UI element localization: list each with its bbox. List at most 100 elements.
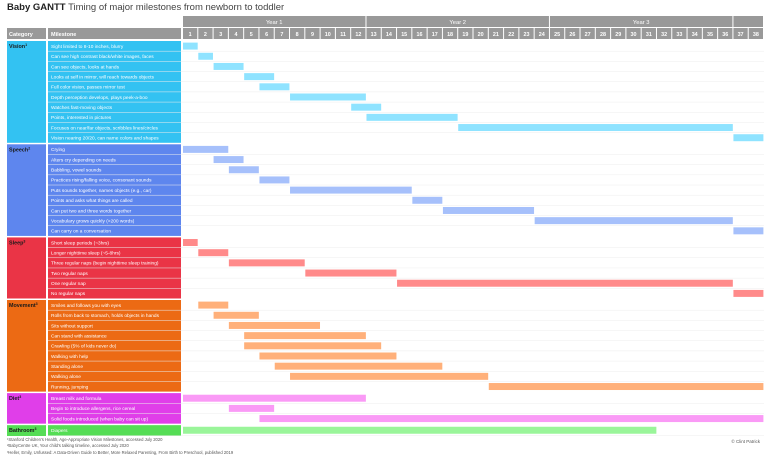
month-tick-label: 16: [416, 32, 422, 38]
timeline-row: [183, 330, 764, 341]
milestone-bar: [733, 227, 764, 235]
month-tick-label: 9: [311, 32, 314, 38]
milestone-label: Three regular naps (begin nighttime slee…: [51, 261, 159, 267]
month-header-cell: [335, 28, 351, 39]
month-header-cell: [641, 28, 656, 39]
month-header-cell: [733, 28, 748, 39]
milestone-label: One regular nap: [51, 281, 86, 287]
month-tick-label: 17: [432, 32, 438, 38]
milestone-label: Breast milk and formula: [51, 396, 102, 402]
timeline-row: [183, 288, 764, 299]
timeline-row: [183, 381, 764, 392]
milestone-label: Diapers: [51, 428, 68, 434]
milestone-label: Can see objects, looks at hands: [51, 64, 120, 70]
milestone-bar: [412, 196, 443, 204]
month-tick-label: 30: [631, 32, 637, 38]
milestone-column-band: [48, 300, 181, 392]
milestone-label: Babbling, vowel sounds: [51, 168, 102, 174]
category-band: [7, 144, 46, 236]
category-band: [7, 300, 46, 392]
milestone-label: Depth perception develops, plays peek-a-…: [51, 95, 148, 101]
timeline-row: [183, 144, 764, 155]
month-header-cell: [183, 28, 198, 39]
credit: © Clint Patrick: [731, 439, 760, 444]
month-header-cell: [534, 28, 549, 39]
timeline-row: [183, 225, 764, 236]
month-tick-label: 38: [753, 32, 759, 38]
timeline-row: [183, 112, 764, 123]
month-header-cell: [565, 28, 580, 39]
milestone-bar: [183, 394, 366, 402]
month-header-cell: [290, 28, 305, 39]
month-header-cell: [442, 28, 458, 39]
milestone-bar: [397, 279, 733, 287]
milestone-label: Vocabulary grows quickly (>200 words): [51, 218, 135, 224]
milestone-bar: [228, 166, 259, 174]
month-tick-label: 24: [539, 32, 545, 38]
milestone-label: Points and asks what things are called: [51, 198, 133, 204]
timeline-row: [183, 310, 764, 321]
month-header-cell: [244, 28, 259, 39]
category-band: [7, 425, 46, 436]
milestone-label: Practices rising/falling voice, consonan…: [51, 178, 152, 184]
timeline-row: [183, 257, 764, 268]
timeline-row: [183, 350, 764, 362]
timeline-row: [183, 340, 764, 351]
milestone-bar: [198, 301, 229, 309]
milestone-label: Can stand with assistance: [51, 333, 107, 339]
milestone-label: Running, jumping: [51, 384, 89, 390]
timeline-row: [183, 393, 764, 404]
month-header-cell: [397, 28, 412, 39]
timeline-row: [183, 102, 764, 113]
month-header-cell: [381, 28, 397, 39]
month-header-cell: [458, 28, 473, 39]
milestone-label: Sight limited to 8-10 inches, blurry: [51, 44, 124, 50]
milestone-bar: [183, 426, 657, 434]
milestone-label: Two regular naps: [51, 271, 88, 277]
category-header-cell: [7, 28, 46, 39]
month-tick-label: 28: [600, 32, 606, 38]
milestone-label: Smiles and follows you with eyes: [51, 303, 122, 309]
year-header-3: [549, 16, 733, 27]
month-tick-label: 1: [189, 32, 192, 38]
month-header-cell: [580, 28, 595, 39]
year-label: Year 1: [266, 20, 283, 26]
month-header-cell: [473, 28, 488, 39]
month-header-cell: [702, 28, 718, 39]
category-header-label: Category: [9, 32, 34, 38]
milestone-label: Standing alone: [51, 364, 83, 370]
chart-title: Baby GANTT Timing of major milestones fr…: [7, 2, 284, 13]
timeline-row: [183, 132, 764, 143]
timeline-row: [183, 361, 764, 372]
month-tick-label: 32: [661, 32, 667, 38]
year-label: Year 2: [449, 20, 466, 26]
month-header-cell: [488, 28, 504, 39]
milestone-bar: [244, 73, 275, 81]
milestone-label: Walking alone: [51, 374, 81, 380]
milestone-bar: [198, 249, 229, 257]
chart-title-main: Baby GANTT: [7, 2, 66, 13]
timeline-row: [183, 195, 764, 206]
month-header-cell: [228, 28, 244, 39]
month-header-cell: [305, 28, 320, 39]
timeline-row: [183, 91, 764, 103]
milestone-bar: [534, 217, 733, 225]
timeline-row: [183, 174, 764, 186]
milestone-bar: [259, 176, 290, 184]
month-tick-label: 19: [462, 32, 468, 38]
milestone-bar: [183, 145, 229, 153]
milestone-label: Short sleep periods (~3hrs): [51, 240, 109, 246]
month-tick-label: 27: [585, 32, 591, 38]
month-tick-label: 4: [235, 32, 238, 38]
month-header-cell: [213, 28, 228, 39]
milestone-label: Watches fast-moving objects: [51, 105, 113, 111]
footnotes: ¹Stanford Children's Health, Age-Appropr…: [7, 437, 233, 456]
milestone-bar: [228, 259, 305, 267]
category-label: Movement3: [9, 302, 38, 309]
timeline-row: [183, 154, 764, 165]
milestone-bar: [733, 134, 764, 142]
month-tick-label: 7: [280, 32, 283, 38]
month-tick-label: 26: [569, 32, 575, 38]
category-superscript: 3: [23, 239, 25, 243]
milestone-label: Can carry on a conversation: [51, 229, 111, 235]
